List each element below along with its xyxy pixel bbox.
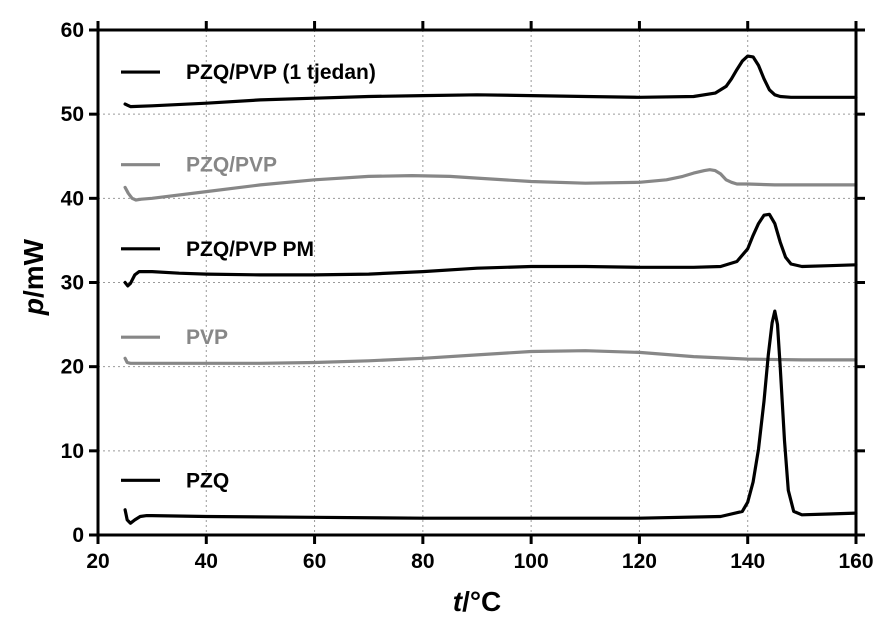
legend-label-pzq: PZQ [186, 469, 229, 492]
y-axis-title: p/mW [18, 238, 49, 316]
plot-frame [96, 28, 858, 537]
y-tick-label-30: 30 [61, 272, 84, 295]
x-tick-label-20: 20 [86, 550, 109, 573]
x-axis-variable: t [453, 586, 464, 617]
x-tick-label-100: 100 [514, 550, 549, 573]
y-tick-label-0: 0 [72, 524, 84, 547]
x-axis-unit: /°C [462, 586, 501, 617]
x-tick-label-60: 60 [303, 550, 326, 573]
x-axis-title: t/°C [453, 586, 502, 617]
series-line-pvp [123, 349, 858, 365]
x-tick-label-160: 160 [838, 550, 873, 573]
y-tick-label-20: 20 [61, 356, 84, 379]
legend-label-pzq-pvp-1-tjedan: PZQ/PVP (1 tjedan) [186, 61, 376, 84]
y-tick-label-10: 10 [61, 440, 84, 463]
x-tick-label-140: 140 [730, 550, 765, 573]
grid [98, 30, 856, 535]
series-lines [123, 54, 858, 525]
series-line-pzq-pvp [123, 168, 858, 202]
x-tick-label-40: 40 [195, 550, 218, 573]
y-axis-unit: /mW [18, 238, 49, 298]
y-axis-variable: p [18, 298, 49, 316]
legend-label-pzq-pvp-pm: PZQ/PVP PM [186, 238, 314, 261]
series-line-pzq-pvp-1-tjedan [123, 54, 858, 109]
y-tick-label-40: 40 [61, 187, 84, 210]
legend-label-pvp: PVP [186, 326, 228, 349]
axes: 20 40 60 80 100 120 140 160 0 10 20 30 40 50 60 [61, 19, 874, 573]
series-line-pzq-pvp-pm [123, 212, 858, 288]
x-tick-label-80: 80 [411, 550, 434, 573]
series-line-pzq [123, 309, 858, 525]
x-tick-label-120: 120 [622, 550, 657, 573]
legend-label-pzq-pvp: PZQ/PVP [186, 154, 277, 177]
y-tick-label-60: 60 [61, 19, 84, 42]
legend: PZQ/PVP (1 tjedan) PZQ/PVP PZQ/PVP PM PVP PZ… [121, 61, 376, 492]
y-tick-label-50: 50 [61, 103, 84, 126]
